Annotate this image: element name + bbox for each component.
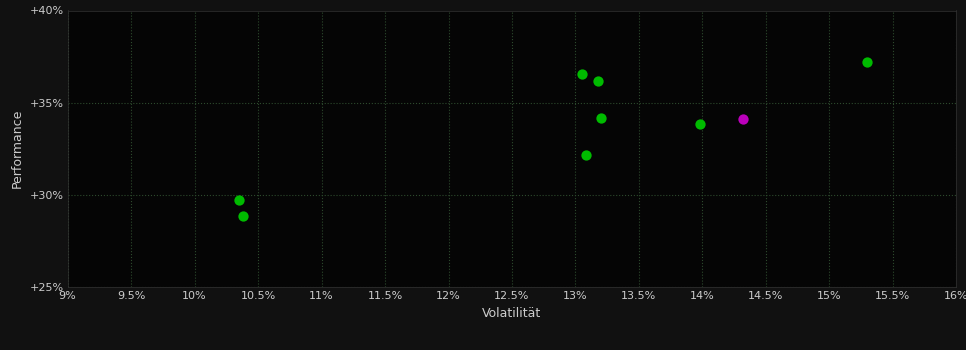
Point: [860, 59, 875, 65]
Y-axis label: Performance: Performance: [11, 109, 24, 188]
Point: [735, 117, 751, 122]
Point: [590, 78, 606, 83]
Point: [693, 121, 708, 127]
Point: [574, 71, 589, 77]
Point: [593, 116, 609, 121]
X-axis label: Volatilität: Volatilität: [482, 307, 542, 320]
Point: [578, 152, 593, 158]
Point: [231, 197, 246, 203]
Point: [235, 213, 250, 219]
